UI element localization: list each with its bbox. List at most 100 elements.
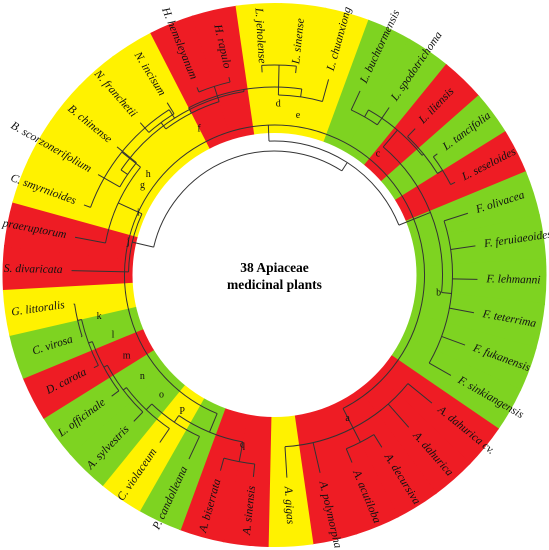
clade-stem [88, 341, 93, 344]
clade-stem [213, 86, 220, 102]
clade-arc [153, 150, 343, 248]
clade-arc [198, 81, 231, 93]
center-title-line2: medicinal plants [227, 277, 322, 292]
leaf-branch [133, 411, 144, 422]
clade-stem [342, 408, 354, 429]
clade-stem [441, 291, 452, 295]
clade-stem [173, 415, 180, 423]
clade-label: f [197, 124, 201, 135]
clade-arc [74, 303, 83, 337]
clade-stem [352, 427, 361, 443]
clade-arc [120, 91, 245, 171]
leaf-branch [159, 428, 170, 443]
clade-stem [103, 364, 108, 368]
clade-arc [432, 156, 452, 185]
clade-stem [398, 211, 431, 226]
leaf-branch [407, 383, 433, 404]
clade-label: q [240, 440, 245, 451]
leaf-branch [83, 204, 91, 208]
clade-label: o [159, 389, 164, 400]
clade-stem [267, 125, 270, 142]
leaf-branch [373, 434, 383, 448]
clade-label: l [112, 330, 115, 341]
leaf-branch [387, 403, 410, 428]
leaf-branch [111, 390, 120, 397]
leaf-branch [450, 245, 476, 250]
clade-arc [261, 64, 297, 67]
clade-arc [268, 140, 400, 226]
leaf-branch [321, 79, 330, 102]
taxon-label: L. jeholense [252, 7, 267, 64]
clade-label: d [276, 99, 281, 110]
leaf-branch [345, 448, 353, 463]
leaf-branch [188, 436, 200, 460]
clade-label: a [345, 413, 350, 424]
clade-stem [277, 65, 280, 96]
clade-stem [300, 88, 303, 97]
clade-stem [437, 169, 443, 174]
clade-arc [124, 124, 425, 415]
clade-label: j [126, 237, 130, 248]
clade-arc [346, 434, 375, 450]
leaf-branch [71, 270, 129, 273]
clade-label: g [140, 180, 145, 191]
leaf-branch [196, 87, 200, 93]
taxon-label: L. sinense [290, 18, 307, 66]
tree-branches [71, 64, 478, 478]
clade-stem [121, 151, 141, 168]
clade-arc [151, 403, 200, 437]
leaf-branch [452, 278, 478, 280]
clade-label: P [179, 406, 185, 417]
leaf-branch [428, 362, 452, 376]
clade-arc [284, 383, 409, 448]
leaf-branch [93, 365, 99, 369]
leaf-branch [116, 146, 137, 164]
clade-stem [238, 441, 244, 462]
clade-arc [148, 113, 175, 133]
leaf-branch [166, 102, 175, 114]
leaf-branch [450, 181, 456, 185]
clade-arc [223, 457, 255, 465]
clade-stem [209, 413, 218, 433]
clade-stem [120, 169, 128, 175]
clade-label: m [123, 350, 131, 361]
taxon-label: A. sinensis [241, 485, 258, 537]
clade-arc [382, 146, 443, 293]
leaf-branch [295, 66, 297, 74]
clade-label: e [296, 110, 301, 121]
clade-stem [122, 387, 127, 391]
leaf-branch [376, 107, 390, 126]
leaf-branch [449, 307, 475, 314]
leaf-branch [443, 212, 469, 222]
clade-label: h [146, 169, 151, 180]
clade-stem [77, 318, 82, 321]
leaf-branch [74, 236, 106, 244]
clade-label: b [436, 288, 441, 299]
center-title-line1: 38 Apiaceae [240, 260, 309, 275]
clade-stem [188, 107, 192, 114]
clade-stem [145, 403, 153, 411]
clade-stem [168, 109, 175, 119]
clade-stem [364, 109, 369, 118]
clade-arc [128, 213, 143, 272]
leaf-branch [252, 463, 256, 477]
clade-stem [341, 162, 348, 172]
leaf-branch [97, 174, 121, 188]
clade-label: n [140, 371, 145, 382]
leaf-branch [441, 335, 466, 346]
inner-white-disc [132, 133, 417, 417]
clade-stem [132, 241, 154, 248]
clade-arc [106, 365, 144, 413]
clade-label: k [97, 311, 102, 322]
clade-label: i [137, 208, 140, 219]
leaf-branch [350, 90, 361, 111]
leaf-branch [433, 153, 438, 158]
taxon-label: S. divaricata [4, 263, 63, 276]
leaf-branch [407, 128, 416, 137]
clade-arc [165, 101, 220, 130]
clade-arc [350, 109, 378, 126]
taxon-label: A. gigas [282, 485, 296, 525]
